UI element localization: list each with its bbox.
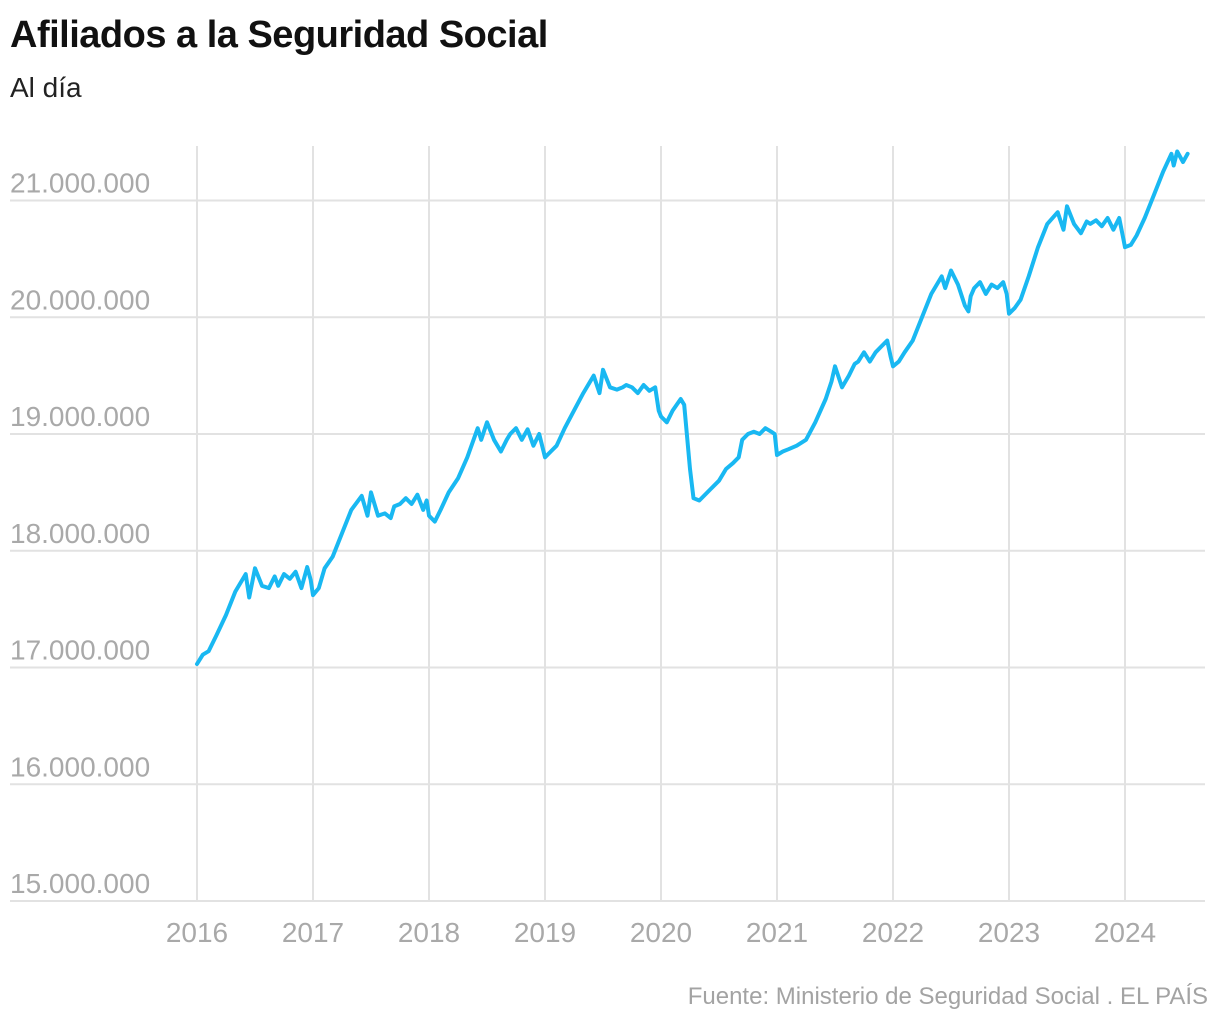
series-group	[195, 149, 1190, 666]
vertical-gridlines	[196, 146, 1126, 901]
y-axis-tick-labels: 15.000.000 16.000.000 17.000.000 18.000.000…	[10, 168, 150, 900]
horizontal-gridlines	[10, 199, 1205, 902]
y-tick-label-17.000.000: 17.000.000	[10, 635, 150, 666]
y-tick-label-15.000.000: 15.000.000	[10, 868, 150, 899]
series-line-afiliados	[195, 149, 1190, 666]
x-tick-label-2024: 2024	[1094, 917, 1156, 948]
x-tick-label-2020: 2020	[630, 917, 692, 948]
y-tick-label-20.000.000: 20.000.000	[10, 284, 150, 315]
y-tick-label-19.000.000: 19.000.000	[10, 401, 150, 432]
x-tick-label-2019: 2019	[514, 917, 576, 948]
x-tick-label-2021: 2021	[746, 917, 808, 948]
chart-title: Afiliados a la Seguridad Social	[10, 14, 548, 56]
x-axis-tick-labels: 2016 2017 2018 2019 2020 2021 2022 2023 2024	[166, 917, 1156, 948]
x-tick-label-2017: 2017	[282, 917, 344, 948]
x-tick-label-2018: 2018	[398, 917, 460, 948]
x-tick-label-2023: 2023	[978, 917, 1040, 948]
source-note: Fuente: Ministerio de Seguridad Social .…	[687, 983, 1208, 1010]
x-tick-label-2016: 2016	[166, 917, 228, 948]
y-tick-label-21.000.000: 21.000.000	[10, 168, 150, 199]
y-tick-label-16.000.000: 16.000.000	[10, 751, 150, 782]
y-tick-label-18.000.000: 18.000.000	[10, 518, 150, 549]
x-tick-label-2022: 2022	[862, 917, 924, 948]
chart-subtitle: Al día	[10, 72, 82, 103]
